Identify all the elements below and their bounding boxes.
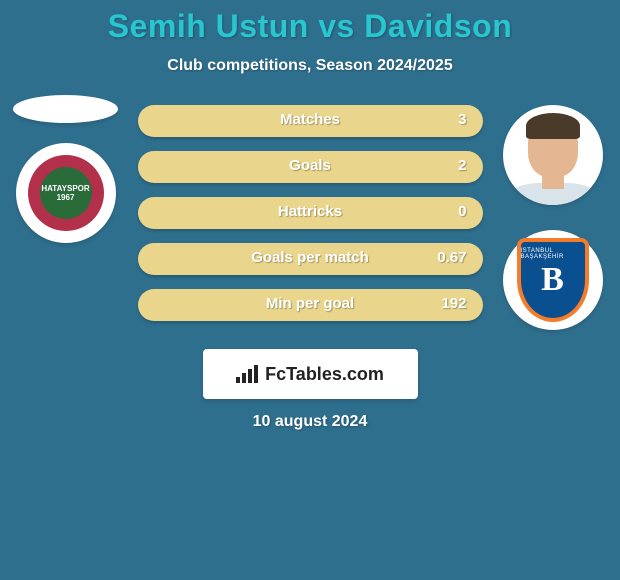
content: HATAYSPOR 1967 ISTANBUL BAŞAKŞEHİR B (0, 105, 620, 431)
stat-value-right: 3 (458, 111, 466, 128)
stat-row-mpg: Min per goal 192 (138, 289, 483, 321)
stat-row-hattricks: Hattricks 0 (138, 197, 483, 229)
footer-badge-text: FcTables.com (265, 364, 384, 385)
logo-bar (248, 369, 252, 383)
stat-value-right: 2 (458, 157, 466, 174)
basaksehir-letter: B (541, 261, 564, 299)
stat-label: Matches (138, 111, 483, 128)
club-left-crest: HATAYSPOR 1967 (16, 143, 116, 243)
page-subtitle: Club competitions, Season 2024/2025 (0, 57, 620, 75)
page-title: Semih Ustun vs Davidson (0, 0, 620, 45)
footer-badge[interactable]: FcTables.com (203, 349, 418, 399)
stats-container: Matches 3 Goals 2 Hattricks 0 Goals per … (138, 105, 483, 321)
stat-value-right: 0.67 (437, 249, 466, 266)
player-right-photo (503, 105, 603, 205)
footer-date: 10 august 2024 (0, 413, 620, 431)
stat-value-right: 192 (441, 295, 466, 312)
stat-row-goals: Goals 2 (138, 151, 483, 183)
left-column: HATAYSPOR 1967 (8, 95, 123, 243)
stat-value-right: 0 (458, 203, 466, 220)
basaksehir-arc-text: ISTANBUL BAŞAKŞEHİR (521, 248, 585, 260)
club-right-crest: ISTANBUL BAŞAKŞEHİR B (503, 230, 603, 330)
player-left-placeholder (13, 95, 118, 123)
stat-label: Hattricks (138, 203, 483, 220)
stat-row-matches: Matches 3 (138, 105, 483, 137)
stat-label: Min per goal (138, 295, 483, 312)
right-column: ISTANBUL BAŞAKŞEHİR B (495, 105, 610, 330)
fctables-logo-icon (236, 365, 259, 383)
logo-bar (254, 365, 258, 383)
basaksehir-shield: ISTANBUL BAŞAKŞEHİR B (517, 238, 589, 322)
logo-bar (236, 377, 240, 383)
logo-bar (242, 373, 246, 383)
hatayspor-crest-year: 1967 (57, 193, 75, 202)
stat-row-gpm: Goals per match 0.67 (138, 243, 483, 275)
hatayspor-crest-inner: HATAYSPOR 1967 (40, 167, 92, 219)
page-root: Semih Ustun vs Davidson Club competition… (0, 0, 620, 580)
stat-label: Goals (138, 157, 483, 174)
hatayspor-crest-outer: HATAYSPOR 1967 (28, 155, 104, 231)
hatayspor-crest-text: HATAYSPOR (41, 184, 89, 193)
player-hair (526, 113, 580, 139)
stat-label: Goals per match (138, 249, 483, 266)
